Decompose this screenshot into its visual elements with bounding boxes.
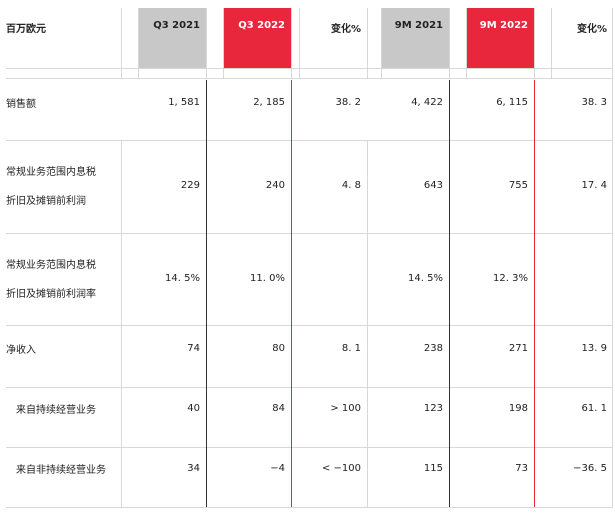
row-label-discontinued: 来自非持续经营业务 xyxy=(16,464,106,476)
sales-q3-2021: 1, 581 xyxy=(168,96,200,108)
grid-line xyxy=(381,8,382,78)
continuing-change-9m: 61. 1 xyxy=(581,402,607,414)
row-label-ebitda-margin: 常规业务范围内息税 折旧及摊销前利润率 xyxy=(6,234,134,322)
discontinued-q3-2022: −4 xyxy=(270,462,285,474)
net-income-9m-2021: 238 xyxy=(423,342,443,354)
grid-line xyxy=(291,8,292,78)
grid-line-accent xyxy=(449,80,450,507)
grid-line xyxy=(138,8,139,78)
header-change-q3: 变化% xyxy=(330,24,361,35)
grid-line xyxy=(121,8,122,78)
sales-q3-2022: 2, 185 xyxy=(253,96,285,108)
grid-line xyxy=(121,140,122,507)
discontinued-q3-2021: 34 xyxy=(187,462,200,474)
net-income-change-9m: 13. 9 xyxy=(581,342,607,354)
ebitda-9m-2022: 755 xyxy=(508,179,528,191)
grid-line xyxy=(449,8,450,78)
net-income-9m-2022: 271 xyxy=(508,342,528,354)
header-9m-2021: 9M 2021 xyxy=(381,8,449,68)
row-label-net-income: 净收入 xyxy=(6,344,36,356)
header-unit-label: 百万欧元 xyxy=(6,24,46,35)
grid-line xyxy=(612,8,613,507)
net-income-q3-2021: 74 xyxy=(187,342,200,354)
margin-change-9m xyxy=(551,234,613,322)
sales-change-q3: 38. 2 xyxy=(335,96,361,108)
margin-q3-2021: 14. 5% xyxy=(165,272,200,284)
grid-line xyxy=(551,8,552,78)
row-label-ebitda-margin-line1: 常规业务范围内息税 xyxy=(6,260,96,271)
discontinued-9m-2022: 73 xyxy=(515,462,528,474)
grid-line-accent xyxy=(534,80,535,507)
margin-9m-2021: 14. 5% xyxy=(408,272,443,284)
grid-line xyxy=(466,8,467,78)
continuing-q3-2022: 84 xyxy=(272,402,285,414)
grid-line xyxy=(6,325,613,326)
ebitda-q3-2021: 229 xyxy=(180,179,200,191)
grid-line xyxy=(6,507,613,508)
grid-line xyxy=(223,8,224,78)
grid-line xyxy=(6,387,613,388)
ebitda-q3-2022: 240 xyxy=(265,179,285,191)
grid-line xyxy=(534,8,535,78)
row-label-ebitda-margin-line2: 折旧及摊销前利润率 xyxy=(6,289,96,300)
grid-line xyxy=(206,8,207,78)
continuing-9m-2022: 198 xyxy=(508,402,528,414)
ebitda-change-9m: 17. 4 xyxy=(581,179,607,191)
header-change-9m: 变化% xyxy=(576,24,607,35)
net-income-change-q3: 8. 1 xyxy=(341,342,361,354)
ebitda-9m-2021: 643 xyxy=(423,179,443,191)
row-label-continuing: 来自持续经营业务 xyxy=(16,404,96,416)
ebitda-change-q3: 4. 8 xyxy=(341,179,361,191)
grid-line xyxy=(6,233,613,234)
grid-line xyxy=(299,8,300,78)
discontinued-9m-2021: 115 xyxy=(423,462,443,474)
grid-line xyxy=(6,68,613,69)
row-label-ebitda: 常规业务范围内息税 折旧及摊销前利润 xyxy=(6,140,134,230)
grid-line xyxy=(6,78,613,79)
header-9m-2022: 9M 2022 xyxy=(466,8,534,68)
continuing-9m-2021: 123 xyxy=(423,402,443,414)
margin-change-q3 xyxy=(299,234,367,322)
grid-line-accent xyxy=(291,80,292,507)
grid-line xyxy=(367,8,368,78)
continuing-q3-2021: 40 xyxy=(187,402,200,414)
grid-line xyxy=(6,447,613,448)
row-label-ebitda-line1: 常规业务范围内息税 xyxy=(6,167,96,178)
discontinued-change-9m: −36. 5 xyxy=(573,462,607,474)
sales-9m-2021: 4, 422 xyxy=(411,96,443,108)
grid-line xyxy=(367,140,368,507)
discontinued-change-q3: < −100 xyxy=(321,462,361,474)
header-q3-2021: Q3 2021 xyxy=(138,8,206,68)
net-income-q3-2022: 80 xyxy=(272,342,285,354)
margin-q3-2022: 11. 0% xyxy=(250,272,285,284)
continuing-change-q3: > 100 xyxy=(330,402,361,414)
grid-line-accent xyxy=(206,80,207,507)
sales-change-9m: 38. 3 xyxy=(581,96,607,108)
grid-line xyxy=(6,140,613,141)
row-label-sales: 销售额 xyxy=(6,98,36,110)
sales-9m-2022: 6, 115 xyxy=(496,96,528,108)
row-label-ebitda-line2: 折旧及摊销前利润 xyxy=(6,196,86,207)
margin-9m-2022: 12. 3% xyxy=(493,272,528,284)
header-q3-2022: Q3 2022 xyxy=(223,8,291,68)
